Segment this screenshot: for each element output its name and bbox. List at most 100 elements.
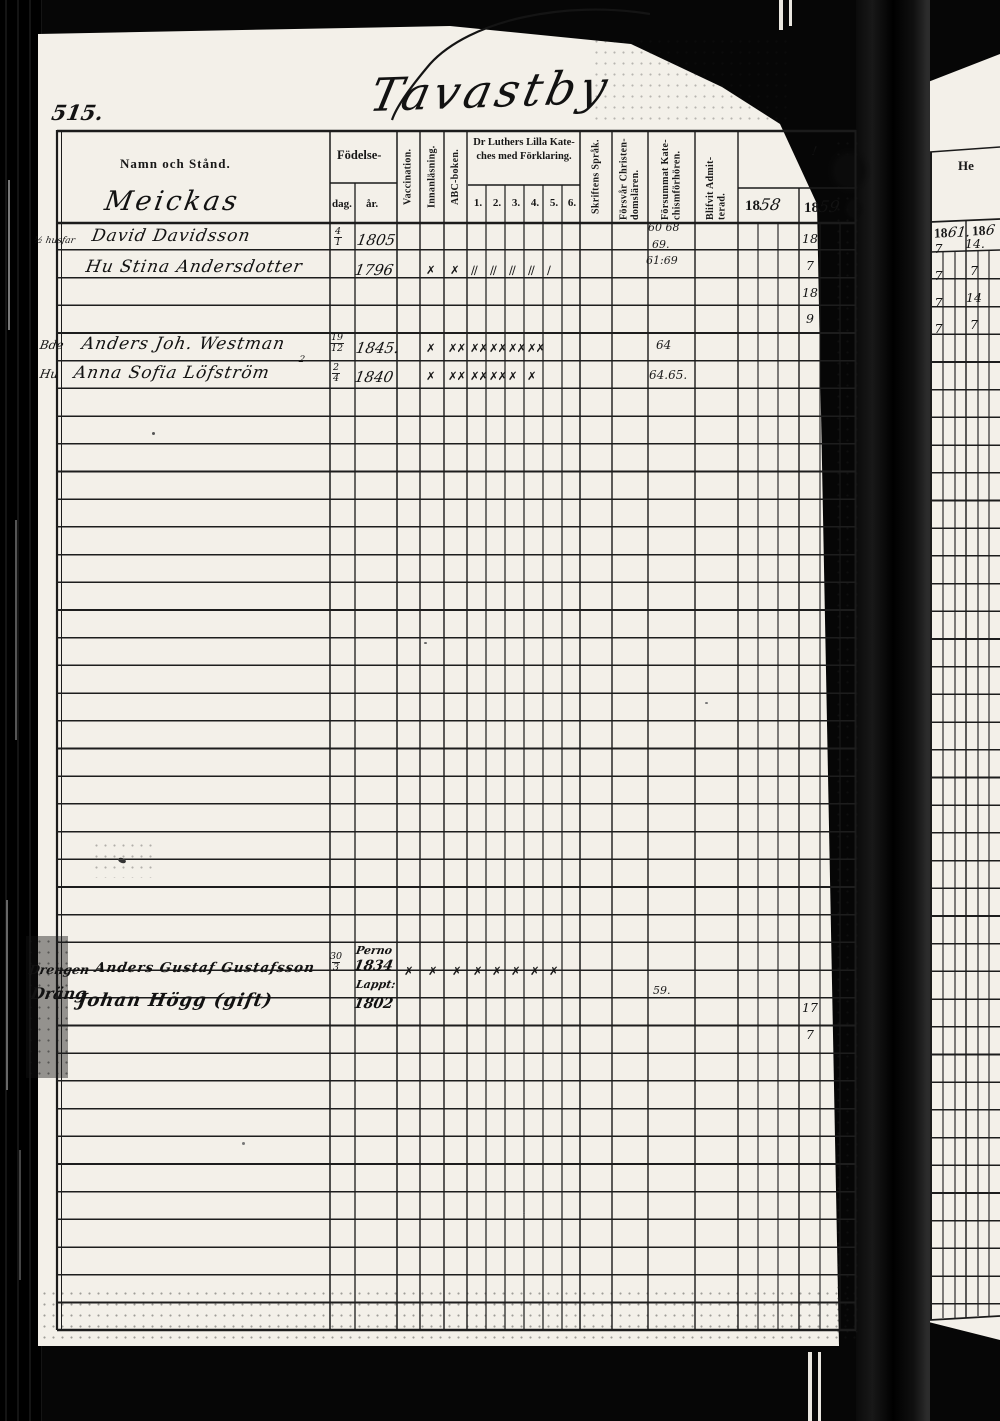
mark-cat3: ✗ (508, 369, 518, 383)
entry-birth-year: 1834 (352, 958, 395, 974)
year-printed: 18 (804, 200, 819, 216)
entry-name: David Davidsson (90, 226, 253, 246)
mark-cat1: ✗✗ (470, 369, 488, 383)
day-denominator: 4 (332, 372, 341, 384)
year-column-1859: 1859 (804, 197, 842, 217)
mark-cat3: ✗✗ (508, 341, 526, 355)
mark-cat3: ✗ (492, 964, 502, 978)
mark-cat3: ∕∕ (509, 263, 516, 277)
year-printed: 18 (745, 198, 760, 214)
entry-margin: Drengen (27, 962, 91, 977)
mark-cat2: ✗✗ (489, 341, 507, 355)
attendance-1859: 7 (806, 1027, 814, 1042)
day-denominator: 12 (330, 342, 345, 354)
day-numerator: 4 (335, 226, 342, 237)
col-header-name: Namn och Stånd. (120, 156, 231, 171)
entry-name: Anders Joh. Westman (80, 334, 287, 354)
col-header-vaccination: Vaccination. (402, 148, 414, 206)
speck (152, 432, 155, 435)
attendance-1861: 7 (934, 268, 943, 283)
mark-reading: ✗ (404, 964, 414, 978)
page-edge-tick (818, 1352, 821, 1421)
attendance-186x: 7 (970, 317, 978, 332)
speck (705, 702, 708, 704)
mark-abc: ✗✗ (448, 341, 466, 355)
entry-birth-day: 19 12 (330, 332, 345, 354)
attendance-186x: 7 (970, 263, 978, 278)
mark-cat2: ∕∕ (490, 263, 497, 277)
entry-birth-place: Perno (354, 944, 394, 957)
catechism-sub-2: 2. (492, 197, 502, 209)
year-printed: 18 (933, 225, 948, 241)
page-edge-tick (779, 0, 783, 30)
attendance-1861: 7 (934, 241, 943, 256)
mark-cat6: ✗ (549, 964, 559, 978)
mark-cat4: ✗ (527, 369, 537, 383)
mark-reading: ✗ (426, 341, 436, 355)
year-written: 58 (758, 195, 783, 214)
col-header-catechism: Dr Luthers Lilla Kate- ches med Förklari… (473, 137, 575, 162)
day-numerator: 19 (331, 332, 344, 343)
entry-name: Anna Sofia Löfström (72, 363, 272, 383)
entry-birth-day: 4 1 (334, 226, 343, 248)
attendance-1861: 7 (934, 321, 943, 336)
catechism-sub-4: 4. (530, 197, 540, 209)
col-header-neglected: Försummat Kate- chismförhören. (660, 139, 683, 220)
entry-name: Hu Stina Andersdotter (84, 257, 305, 277)
entry-birth-year: 1840 (353, 368, 395, 386)
title-area-noise (592, 36, 792, 124)
attendance-1861: 7 (934, 295, 943, 310)
mark-cat1: ✗✗ (470, 341, 488, 355)
mark-cat5: ∕ (547, 263, 551, 277)
edge-scratch (19, 1150, 21, 1280)
attendance-1859: 18 (802, 231, 818, 246)
neglect-note: 60 68 (648, 221, 680, 234)
year-column-1858: 1858 (745, 195, 783, 215)
mark-abc: ✗ (450, 263, 460, 277)
mark-cat4: ✗ (511, 964, 521, 978)
year-written: 6 (984, 222, 996, 239)
attendance-186x: 14. (965, 236, 985, 251)
neglect-note: 61:69 (646, 254, 678, 267)
entry-birth-year: 1805 (355, 231, 397, 249)
ink-blotch-small (843, 196, 865, 222)
day-numerator: 30 (330, 951, 343, 962)
mark-cat5: ✗ (530, 964, 540, 978)
mark-abc: ✗✗ (448, 369, 466, 383)
col-header-scripture: Skriftens Språk. (590, 139, 602, 215)
day-denominator: 3 (332, 961, 341, 973)
catechism-sub-3: 3. (511, 197, 521, 209)
catechism-sub-1: 1. (473, 197, 483, 209)
entry-name: Anders Gustaf Gustafsson (93, 960, 317, 976)
mark-cat4: ∕∕ (528, 263, 535, 277)
year-written: 59 (817, 197, 842, 216)
pen-flourish (390, 8, 651, 121)
catechism-sub-5: 5. (549, 197, 559, 209)
book-spine (856, 0, 930, 1421)
col-header-birth: Födelse- (337, 148, 382, 162)
entry-name: Johan Högg (gift) (76, 990, 275, 1011)
entry-margin: ½ husfar (33, 236, 76, 246)
entry-birth-day: 2 4 (332, 362, 341, 384)
day-numerator: 2 (333, 362, 340, 373)
right-row-lines (930, 252, 1000, 1320)
col-header-admitted: Blifvit Admit- terad. (705, 156, 728, 220)
speck (242, 1142, 245, 1145)
mark-abc: ✗ (428, 964, 438, 978)
edge-scratch (15, 520, 17, 740)
speck (424, 642, 427, 644)
entry-birth-year: 1845. (354, 339, 401, 357)
col-header-birth-year: år. (366, 198, 379, 210)
col-header-defends: Försvår Christen- domslären. (618, 138, 642, 220)
mark-cat2: ✗✗ (489, 369, 507, 383)
edge-scratch (8, 180, 10, 330)
speck (523, 1212, 525, 1215)
catechism-sub-6: 6. (567, 197, 577, 209)
entry-margin: Hu (38, 367, 60, 381)
entry-birth-year: 1796 (353, 261, 395, 279)
edge-scratch (6, 900, 8, 1090)
col-header-abc: ABC-boken. (449, 148, 461, 206)
page-edge-tick (789, 0, 792, 26)
neglect-note: 64 (656, 338, 672, 352)
mark-cat4: ✗✗ (527, 341, 545, 355)
